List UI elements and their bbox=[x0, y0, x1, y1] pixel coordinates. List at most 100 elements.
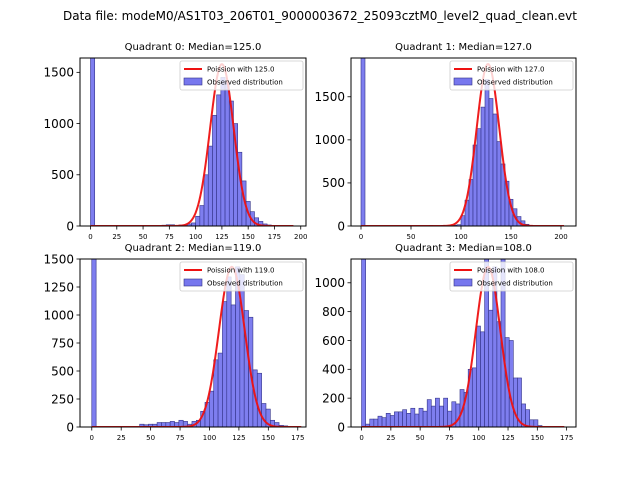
histogram-bar bbox=[476, 325, 481, 427]
legend-label-observed: Observed distribution bbox=[207, 79, 283, 87]
plot-area bbox=[91, 259, 302, 427]
histogram-bar bbox=[377, 415, 383, 427]
x-tick-label: 150 bbox=[262, 434, 275, 442]
x-tick-label: 50 bbox=[407, 233, 416, 241]
panel-title: Quadrant 0: Median=125.0 bbox=[125, 42, 262, 53]
histogram-bar bbox=[418, 407, 424, 427]
histogram-bar bbox=[212, 115, 217, 226]
y-tick-label: 600 bbox=[322, 334, 345, 348]
histogram-bar bbox=[443, 397, 448, 427]
histogram-bar bbox=[199, 205, 205, 226]
histogram-bar bbox=[480, 106, 486, 226]
legend-box bbox=[179, 60, 304, 91]
histogram-bar bbox=[398, 411, 403, 427]
histogram-bar bbox=[394, 411, 399, 427]
histogram-bar bbox=[517, 377, 522, 427]
y-tick-label: 0 bbox=[66, 219, 74, 233]
y-tick-label: 1000 bbox=[43, 308, 74, 322]
x-tick-label: 200 bbox=[554, 233, 567, 241]
x-tick-label: 25 bbox=[117, 434, 126, 442]
histogram-bar bbox=[533, 419, 539, 427]
x-tick-label: 100 bbox=[472, 434, 485, 442]
x-tick-label: 50 bbox=[146, 434, 155, 442]
histogram-bar bbox=[373, 418, 379, 427]
y-tick-label: 1000 bbox=[314, 276, 345, 290]
histogram-bar bbox=[220, 77, 226, 226]
x-tick-label: 75 bbox=[165, 233, 174, 241]
y-tick-label: 500 bbox=[51, 168, 74, 182]
histogram-bar bbox=[426, 399, 432, 427]
histogram-bar bbox=[480, 331, 485, 427]
legend-label-observed: Observed distribution bbox=[477, 280, 553, 288]
histogram-panel-2: 0 250 500 750 1000 1250 1500 0 25 50 75 100 125 150 17… bbox=[43, 243, 307, 442]
poisson-curve bbox=[91, 265, 302, 427]
y-tick-label: 1500 bbox=[314, 90, 345, 104]
histogram-bar bbox=[410, 407, 416, 427]
axes-frame bbox=[350, 57, 577, 227]
histogram-bar bbox=[230, 304, 236, 427]
histogram-bar bbox=[216, 94, 222, 226]
legend: Poission with 108.0 Observed distribution bbox=[449, 261, 574, 292]
x-tick-label: 50 bbox=[416, 434, 425, 442]
legend-bar-swatch bbox=[453, 77, 473, 86]
x-tick-label: 100 bbox=[189, 233, 202, 241]
y-tick-label: 0 bbox=[66, 420, 74, 434]
histogram-bar bbox=[389, 415, 395, 427]
histogram-panel-1: 0 500 1000 1500 0 50 100 150 200 Quadrant 1: Medi… bbox=[314, 42, 577, 241]
x-tick-label: 125 bbox=[501, 434, 514, 442]
y-tick-label: 750 bbox=[51, 336, 74, 350]
histogram-bar bbox=[361, 259, 366, 427]
y-tick-label: 1000 bbox=[43, 117, 74, 131]
legend-label-poisson: Poission with 125.0 bbox=[207, 66, 275, 74]
y-tick-label: 0 bbox=[337, 420, 345, 434]
histogram-bar bbox=[207, 145, 213, 226]
y-tick-label: 500 bbox=[51, 364, 74, 378]
legend: Poission with 127.0 Observed distribution bbox=[449, 60, 574, 91]
legend: Poission with 119.0 Observed distribution bbox=[179, 261, 304, 292]
y-tick-label: 500 bbox=[322, 176, 345, 190]
x-tick-label: 150 bbox=[531, 434, 544, 442]
histogram-bar bbox=[224, 82, 230, 226]
x-tick-label: 100 bbox=[203, 434, 216, 442]
plot-area bbox=[90, 58, 294, 226]
x-tick-label: 175 bbox=[560, 434, 573, 442]
panel-title: Quadrant 1: Median=127.0 bbox=[395, 42, 532, 53]
x-tick-label: 150 bbox=[241, 233, 254, 241]
histogram-bar bbox=[90, 58, 96, 226]
x-tick-label: 0 bbox=[359, 233, 363, 241]
panel-title: Quadrant 2: Median=119.0 bbox=[125, 243, 262, 254]
legend-label-poisson: Poission with 108.0 bbox=[477, 267, 545, 275]
y-tick-label: 1500 bbox=[43, 252, 74, 266]
histogram-bar bbox=[256, 372, 262, 427]
y-tick-label: 1250 bbox=[43, 280, 74, 294]
histogram-panel-0: 0 500 1000 1500 0 25 50 75 100 125 150 175 200 Quadra… bbox=[43, 42, 307, 241]
axes-frame bbox=[350, 258, 577, 428]
x-tick-label: 75 bbox=[176, 434, 185, 442]
histogram-bar bbox=[402, 409, 407, 427]
panel-title: Quadrant 3: Median=108.0 bbox=[395, 243, 532, 254]
y-tick-label: 200 bbox=[322, 391, 345, 405]
plot-area bbox=[361, 259, 565, 427]
histogram-bar bbox=[226, 276, 232, 427]
y-tick-label: 1000 bbox=[314, 133, 345, 147]
x-tick-label: 0 bbox=[90, 434, 94, 442]
legend-label-poisson: Poission with 119.0 bbox=[207, 267, 275, 275]
legend-box bbox=[179, 261, 304, 292]
y-tick-label: 0 bbox=[337, 219, 345, 233]
legend-label-poisson: Poission with 127.0 bbox=[477, 66, 545, 74]
histogram-bar bbox=[422, 410, 428, 427]
histogram-bar bbox=[385, 413, 391, 427]
x-tick-label: 50 bbox=[139, 233, 148, 241]
histogram-bar bbox=[508, 340, 514, 427]
legend-label-observed: Observed distribution bbox=[207, 280, 283, 288]
figure-suptitle: Data file: modeM0/AS1T03_206T01_90000036… bbox=[63, 9, 577, 23]
histogram-bar bbox=[488, 309, 494, 427]
histogram-bar bbox=[360, 58, 366, 226]
x-tick-label: 0 bbox=[88, 233, 92, 241]
histogram-bar bbox=[406, 413, 412, 427]
histogram-bar bbox=[513, 377, 518, 427]
histogram-bar bbox=[525, 409, 531, 427]
histogram-bar bbox=[471, 367, 477, 427]
histogram-bar bbox=[209, 390, 215, 427]
poisson-curve bbox=[90, 63, 294, 226]
